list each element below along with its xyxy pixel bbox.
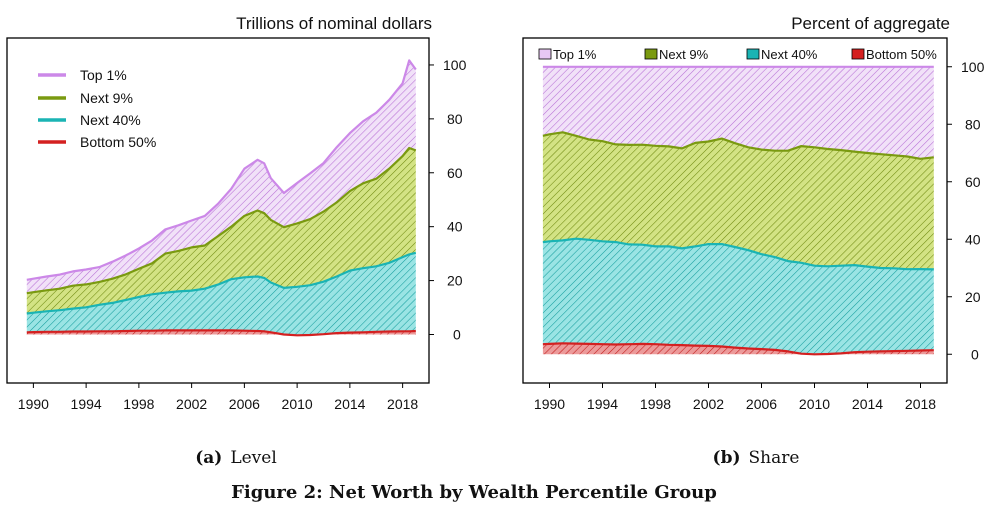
panel-a-caption: (a) Level <box>195 448 277 468</box>
area-top1 <box>26 60 416 294</box>
y-tick-label: 0 <box>453 326 461 342</box>
y-tick-label: 100 <box>961 59 985 75</box>
legend-top1-label: Top 1% <box>80 67 127 83</box>
legend-b-bottom50-swatch <box>851 48 865 60</box>
x-tick-label: 2018 <box>387 396 418 412</box>
panel-b-y-axis: 0 20 40 60 80 100 <box>947 59 985 362</box>
panel-a-caption-label: (a) <box>195 448 222 468</box>
series-line-next40 <box>542 237 934 271</box>
x-tick-label: 2018 <box>905 396 936 412</box>
figure-caption: Figure 2: Net Worth by Wealth Percentile… <box>231 482 717 503</box>
panel-a-frame <box>6 37 430 384</box>
series-line-top1 <box>26 59 417 281</box>
x-tick-label: 2010 <box>282 396 313 412</box>
y-tick-label: 40 <box>965 231 981 247</box>
legend-b-next40-swatch <box>746 48 760 60</box>
y-tick-label: 80 <box>965 116 981 132</box>
panel-a-y-axis: 0 20 40 60 80 100 <box>429 57 467 342</box>
area-next40 <box>542 238 934 355</box>
legend-next9-label: Next 9% <box>80 90 133 106</box>
panel-b-caption: (b) Share <box>713 448 800 468</box>
panel-b-title: Percent of aggregate <box>791 14 950 33</box>
panel-b-areas <box>542 66 934 355</box>
y-tick-label: 20 <box>965 289 981 305</box>
x-tick-label: 2010 <box>799 396 830 412</box>
area-next9 <box>542 132 934 270</box>
series-line-next9 <box>542 131 934 160</box>
legend-b-next9-swatch <box>644 48 658 60</box>
y-tick-label: 80 <box>447 111 463 127</box>
x-tick-label: 1990 <box>18 396 49 412</box>
y-tick-label: 40 <box>447 219 463 235</box>
x-tick-label: 1990 <box>534 396 565 412</box>
panel-b-x-axis: 1990 1994 1998 2002 2006 2010 2014 2018 <box>534 383 936 412</box>
y-tick-label: 0 <box>971 346 979 362</box>
panel-share: Percent of aggregate 1990 1994 1998 2002 200… <box>522 14 985 412</box>
y-tick-label: 20 <box>447 273 463 289</box>
panel-b-frame <box>522 37 948 384</box>
panel-a-title: Trillions of nominal dollars <box>236 14 432 33</box>
legend-b-bottom50-label: Bottom 50% <box>866 47 937 62</box>
x-tick-label: 2006 <box>229 396 260 412</box>
panel-a-legend: Top 1% Next 9% Next 40% Bottom 50% <box>38 67 156 150</box>
x-tick-label: 1998 <box>123 396 154 412</box>
y-tick-label: 60 <box>965 174 981 190</box>
x-tick-label: 1994 <box>71 396 102 412</box>
x-tick-label: 1998 <box>640 396 671 412</box>
panel-b-caption-text: Share <box>749 448 800 468</box>
legend-next40-label: Next 40% <box>80 112 141 128</box>
series-line-bottom50 <box>542 342 934 356</box>
area-next9 <box>26 148 416 314</box>
panel-b-legend: Top 1% Next 9% Next 40% Bottom 50% <box>538 47 937 62</box>
x-tick-label: 2006 <box>746 396 777 412</box>
x-tick-label: 2002 <box>176 396 207 412</box>
series-line-next40 <box>26 251 417 315</box>
legend-b-top1-swatch <box>538 48 552 60</box>
panel-level: Trillions of nominal dollars 1990 1994 199… <box>6 14 467 412</box>
panel-b-lines <box>542 65 934 356</box>
x-tick-label: 2014 <box>852 396 883 412</box>
x-tick-label: 2014 <box>334 396 365 412</box>
legend-b-next40-label: Next 40% <box>761 47 818 62</box>
series-line-next9 <box>26 146 417 295</box>
y-tick-label: 60 <box>447 165 463 181</box>
panel-a-lines <box>26 59 417 337</box>
legend-bottom50-label: Bottom 50% <box>80 134 156 150</box>
panel-a-x-axis: 1990 1994 1998 2002 2006 2010 2014 2018 <box>18 383 418 412</box>
series-line-bottom50 <box>26 329 416 337</box>
panel-a-caption-text: Level <box>230 448 276 468</box>
x-tick-label: 2002 <box>693 396 724 412</box>
area-top1 <box>542 66 934 159</box>
legend-b-next9-label: Next 9% <box>659 47 709 62</box>
x-tick-label: 1994 <box>587 396 618 412</box>
y-tick-label: 100 <box>443 57 467 73</box>
legend-b-top1-label: Top 1% <box>553 47 597 62</box>
area-next40 <box>26 252 416 336</box>
panel-b-caption-label: (b) <box>713 448 741 468</box>
